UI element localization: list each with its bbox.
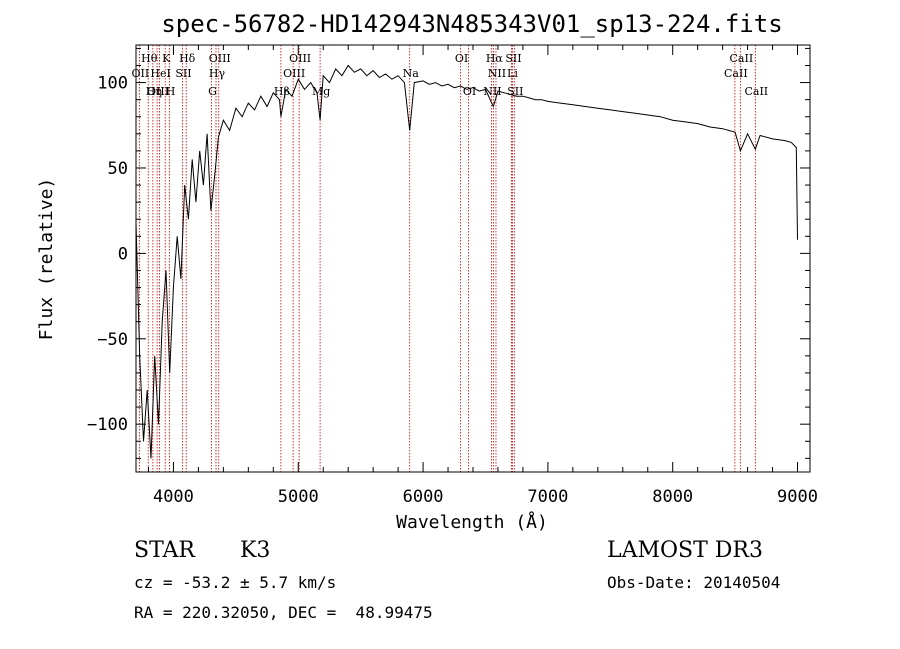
line-marker-label: Na	[403, 67, 420, 80]
line-marker-label: Hα	[486, 52, 504, 65]
line-marker-label: HeI	[150, 67, 170, 80]
line-marker-label: SII	[175, 67, 191, 80]
x-tick-label: 4000	[153, 487, 194, 507]
spectrum-line	[135, 64, 798, 459]
x-tick-label: 9000	[777, 487, 818, 507]
line-marker-label: Li	[507, 67, 518, 80]
y-tick-label: 50	[108, 159, 128, 179]
y-tick-label: −100	[87, 415, 128, 435]
line-marker-label: OIII	[147, 85, 169, 98]
line-marker-label: Hγ	[209, 67, 226, 80]
line-marker-label: SII	[505, 52, 521, 65]
line-marker-label: Mg	[312, 85, 330, 98]
line-marker-label: Hδ	[179, 52, 196, 65]
line-marker-label: Hθ	[141, 52, 158, 65]
chart-title: spec-56782-HD142943N485343V01_sp13-224.f…	[161, 10, 782, 38]
observation-date: Obs-Date: 20140504	[607, 573, 781, 592]
line-marker-label: CaII	[744, 85, 768, 98]
y-axis: −100 −50 0 50 100	[87, 47, 810, 459]
x-axis: 4000 5000 6000 7000 8000 9000	[147, 45, 818, 507]
line-marker-label: OI	[455, 52, 468, 65]
line-marker-label: OIII	[283, 67, 305, 80]
spectral-subclass: K3	[240, 538, 271, 563]
line-marker-label: CaII	[724, 67, 748, 80]
line-marker-label: OIII	[209, 52, 231, 65]
x-axis-label: Wavelength (Å)	[396, 511, 548, 533]
line-marker-group	[138, 45, 756, 472]
coordinates: RA = 220.32050, DEC = 48.99475	[134, 603, 433, 622]
line-marker-label: H	[166, 85, 176, 98]
line-marker-label: NII	[488, 67, 506, 80]
y-tick-label: −50	[97, 330, 128, 350]
line-marker-label: K	[162, 52, 171, 65]
line-marker-label: OII	[132, 67, 150, 80]
x-tick-label: 5000	[278, 487, 319, 507]
survey-name: LAMOST DR3	[607, 538, 763, 563]
line-marker-label: Hβ	[274, 85, 290, 98]
redshift-readout: cz = -53.2 ± 5.7 km/s	[134, 573, 337, 592]
x-tick-label: 8000	[652, 487, 693, 507]
line-marker-label: OI	[463, 85, 476, 98]
line-marker-label: Hη	[146, 85, 162, 98]
y-axis-label: Flux (relative)	[36, 178, 57, 341]
line-marker-label: CaII	[730, 52, 754, 65]
y-tick-label: 0	[118, 244, 128, 264]
line-marker-label: G	[208, 85, 217, 98]
object-class: STAR	[134, 538, 195, 563]
x-tick-label: 7000	[527, 487, 568, 507]
y-tick-label: 100	[97, 74, 128, 94]
line-marker-label: OIII	[289, 52, 311, 65]
x-tick-label: 6000	[403, 487, 444, 507]
